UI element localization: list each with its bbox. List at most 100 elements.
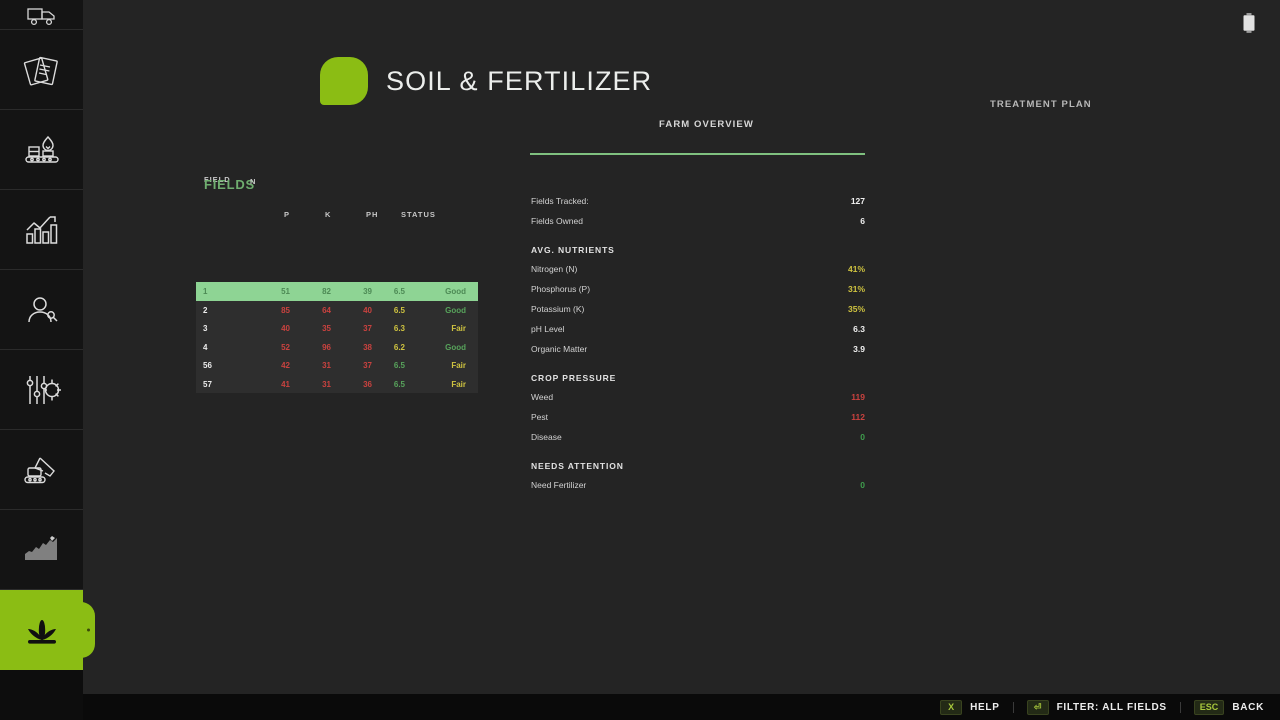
- tab-treatment-plan[interactable]: TREATMENT PLAN: [990, 99, 1092, 110]
- ph-cell: 6.5: [393, 379, 405, 389]
- section-avg-nutrients: AVG. NUTRIENTS: [531, 245, 615, 255]
- nutrient-row: pH Level 6.3: [531, 321, 865, 341]
- excavator-icon: [23, 456, 55, 483]
- sidebar-item-soil[interactable]: [0, 590, 95, 670]
- table-row[interactable]: 57 41 31 36 6.5 Fair: [196, 375, 478, 394]
- sidebar-item-prices[interactable]: [0, 510, 83, 590]
- k-cell: 37: [363, 324, 372, 333]
- documents-icon: [23, 56, 58, 85]
- sidebar-item-construction[interactable]: [0, 430, 83, 510]
- fields-tracked-label: Fields Tracked:: [531, 196, 589, 206]
- pressure-row: Weed 119: [531, 389, 865, 409]
- sidebar: [0, 0, 95, 720]
- fields-table: 1 51 82 39 6.5 Good 2 85 64 40 6.5 Good 3 40 35 37 6.3 Fa…: [196, 282, 478, 393]
- field-cell: 57: [203, 379, 212, 389]
- metric-label: Weed: [531, 392, 554, 402]
- status-cell: Fair: [451, 361, 466, 370]
- nutrient-row: Organic Matter 3.9: [531, 341, 865, 361]
- status-cell: Good: [445, 287, 466, 296]
- keycap: ⏎: [1026, 699, 1049, 715]
- status-cell: Good: [445, 342, 466, 352]
- table-row[interactable]: 3 40 35 37 6.3 Fair: [196, 319, 478, 338]
- column-header-n: N: [250, 177, 257, 186]
- column-header-row: P K PH STATUS: [196, 210, 481, 224]
- keycap: X: [940, 699, 963, 715]
- nutrients-list: Nitrogen (N) 41% Phosphorus (P) 31% Potassiu…: [531, 261, 865, 361]
- tab-farm-overview[interactable]: FARM OVERVIEW: [659, 119, 754, 130]
- p-cell: 96: [322, 342, 331, 352]
- column-header-field: FIELD: [204, 175, 231, 184]
- page-header: SOIL & FERTILIZER: [320, 57, 652, 105]
- farm-overview-panel: Fields Tracked: 127 Fields Owned 6 AVG. …: [531, 193, 865, 497]
- truck-icon: [26, 8, 55, 26]
- growth-chart-icon: [24, 535, 57, 560]
- table-row[interactable]: 56 42 31 37 6.5 Fair: [196, 356, 478, 375]
- metric-value: 112: [851, 412, 865, 422]
- hint-label: FILTER: ALL FIELDS: [1056, 701, 1167, 713]
- ph-cell: 6.5: [393, 361, 405, 370]
- table-row[interactable]: 4 52 96 38 6.2 Good: [196, 338, 478, 357]
- sliders-gear-icon: [26, 375, 61, 404]
- soil-leaf-badge-icon: [320, 57, 368, 105]
- field-cell: 3: [203, 324, 208, 333]
- worker-icon: [27, 296, 58, 322]
- nutrient-row: Potassium (K) 35%: [531, 301, 865, 321]
- field-cell: 56: [203, 361, 212, 370]
- p-cell: 64: [322, 305, 331, 315]
- section-needs-attention: NEEDS ATTENTION: [531, 461, 624, 471]
- sidebar-item-settings[interactable]: [0, 350, 83, 430]
- column-header-ph: PH: [366, 210, 379, 219]
- row-fields-tracked: Fields Tracked: 127: [531, 193, 865, 213]
- fields-tracked-value: 127: [850, 196, 865, 206]
- fields-owned-label: Fields Owned: [531, 216, 583, 226]
- field-cell: 2: [203, 305, 208, 315]
- metric-value: 6.3: [853, 324, 865, 334]
- crop-pressure-list: Weed 119 Pest 112 Disease 0: [531, 389, 865, 449]
- metric-label: Potassium (K): [531, 304, 585, 314]
- table-row[interactable]: 2 85 64 40 6.5 Good: [196, 301, 478, 320]
- page-title: SOIL & FERTILIZER: [386, 65, 653, 96]
- hint-label: HELP: [970, 701, 1000, 713]
- n-cell: 40: [281, 324, 290, 333]
- battery-icon: [1243, 13, 1255, 33]
- metric-label: Pest: [531, 412, 549, 422]
- status-cell: Good: [445, 305, 466, 315]
- k-cell: 36: [363, 379, 372, 389]
- sidebar-item-statistics[interactable]: [0, 190, 83, 270]
- nutrient-row: Nitrogen (N) 41%: [531, 261, 865, 281]
- metric-value: 0: [860, 480, 865, 490]
- hint-back[interactable]: ESC BACK: [1193, 699, 1264, 715]
- hint-help[interactable]: X HELP: [940, 699, 1000, 715]
- sidebar-spacer: [0, 670, 83, 720]
- sidebar-item-top-partial[interactable]: [0, 0, 83, 30]
- metric-label: Nitrogen (N): [531, 264, 578, 274]
- metric-label: Phosphorus (P): [531, 284, 591, 294]
- n-cell: 51: [281, 287, 290, 296]
- sidebar-item-employees[interactable]: [0, 270, 83, 350]
- sidebar-item-contracts[interactable]: [0, 30, 83, 110]
- pressure-row: Pest 112: [531, 409, 865, 429]
- n-cell: 41: [281, 379, 290, 389]
- table-row[interactable]: 1 51 82 39 6.5 Good: [196, 282, 478, 301]
- metric-value: 35%: [847, 304, 865, 314]
- row-fields-owned: Fields Owned 6: [531, 213, 865, 233]
- status-cell: Fair: [451, 379, 466, 389]
- column-header-k: K: [325, 210, 332, 219]
- field-cell: 4: [203, 342, 208, 352]
- p-cell: 31: [322, 361, 331, 370]
- active-tab-notch: [71, 602, 95, 658]
- sidebar-item-production[interactable]: [0, 110, 83, 190]
- production-line-icon: [24, 135, 59, 163]
- bar-chart-icon: [25, 215, 57, 244]
- metric-label: Need Fertilizer: [531, 480, 587, 490]
- k-cell: 40: [363, 305, 372, 315]
- metric-label: Disease: [531, 432, 562, 442]
- hint-filter-all-fields[interactable]: ⏎ FILTER: ALL FIELDS: [1026, 699, 1167, 715]
- p-cell: 31: [322, 379, 331, 389]
- hint-divider: [1012, 701, 1014, 713]
- hint-divider: [1179, 701, 1181, 713]
- k-cell: 39: [363, 287, 372, 296]
- battery-icon-wrapper: [1237, 10, 1261, 36]
- metric-value: 41%: [847, 264, 865, 274]
- keycap: ESC: [1193, 699, 1225, 715]
